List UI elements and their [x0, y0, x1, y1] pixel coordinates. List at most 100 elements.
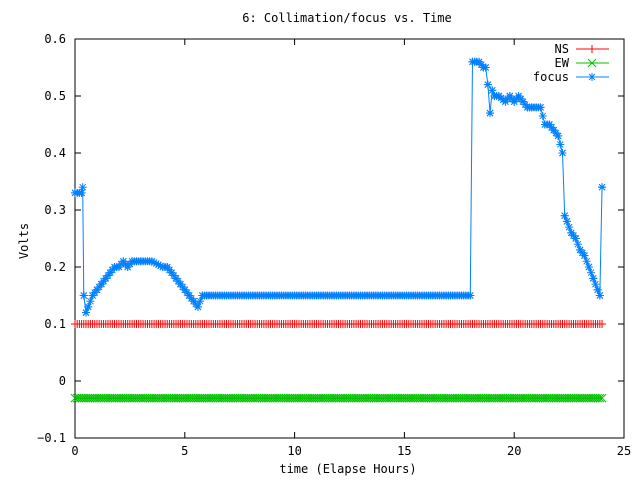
data-point-ns [598, 320, 607, 328]
data-point-ew [279, 393, 288, 403]
data-point-ew [151, 393, 161, 403]
data-point-ew [202, 393, 212, 403]
data-point-ew [441, 393, 451, 403]
data-point-ew [492, 393, 501, 403]
data-point-ew [237, 393, 247, 403]
legend-marker [588, 73, 596, 81]
data-point-ew [470, 393, 480, 403]
data-point-ew [580, 393, 589, 403]
data-point-ew [327, 393, 337, 403]
data-point-ew [261, 393, 271, 403]
data-point-focus [106, 268, 115, 277]
data-point-ew [569, 393, 578, 403]
data-point-ew [439, 393, 449, 403]
data-point-ew [233, 393, 242, 403]
data-point-ew [534, 393, 543, 403]
data-point-ew [340, 393, 350, 403]
data-point-ew [288, 393, 297, 403]
data-point-ew [501, 393, 510, 403]
data-point-focus [494, 92, 503, 100]
data-point-ew [461, 393, 471, 403]
data-point-ew [564, 393, 574, 403]
data-point-ew [224, 393, 234, 403]
legend-entry-ns: NS [555, 42, 609, 56]
data-point-ew [452, 393, 462, 403]
legend-marker [587, 58, 597, 68]
data-point-ew [86, 393, 95, 403]
data-point-ew [285, 393, 295, 403]
data-point-ew [283, 393, 293, 403]
data-point-focus [589, 274, 598, 283]
data-point-ew [402, 393, 411, 403]
data-point-ew [509, 393, 519, 403]
data-point-ew [558, 393, 567, 403]
data-point-ew [391, 393, 400, 403]
data-point-ew [230, 393, 240, 403]
data-point-focus [97, 280, 106, 289]
data-point-focus [545, 120, 554, 129]
data-point-focus [136, 257, 145, 266]
data-point-focus [79, 291, 88, 300]
data-point-ew [476, 393, 486, 403]
data-point-ew [110, 393, 119, 403]
data-point-ew [323, 393, 332, 403]
data-point-ew [404, 393, 414, 403]
data-point-ew [351, 393, 361, 403]
data-point-ew [560, 393, 570, 403]
legend-label: NS [555, 42, 569, 56]
data-point-ew [274, 393, 284, 403]
data-point-ew [364, 393, 374, 403]
data-point-focus [167, 268, 176, 277]
data-point-focus [595, 291, 604, 300]
data-point-focus [501, 97, 510, 106]
data-point-ew [536, 393, 545, 403]
data-point-focus [514, 92, 523, 100]
data-point-ew [281, 393, 291, 403]
data-point-ew [325, 393, 335, 403]
data-point-ew [127, 393, 137, 403]
data-point-ew [432, 393, 442, 403]
y-tick-label: 0.3 [44, 203, 66, 217]
plot-frame [74, 38, 625, 439]
data-point-focus [193, 302, 202, 311]
data-point-ew [329, 393, 339, 403]
data-point-ew [512, 393, 521, 403]
data-point-focus [510, 97, 519, 106]
y-axis-ticks: −0.1 0 0.1 0.2 0.3 0.4 0.5 0.6 [37, 32, 624, 445]
data-point-ew [215, 393, 225, 403]
data-point-ew [386, 393, 396, 403]
data-point-ew [540, 393, 550, 403]
data-point-ew [211, 393, 220, 403]
data-point-ew [241, 393, 251, 403]
legend-label: focus [533, 70, 569, 84]
data-point-ew [88, 393, 97, 403]
data-point-ew [588, 393, 598, 403]
data-point-ew [184, 393, 194, 403]
data-point-ew [145, 393, 155, 403]
data-point-ew [187, 393, 196, 403]
data-point-ew [182, 393, 192, 403]
data-point-ew [584, 393, 594, 403]
x-tick-label: 10 [287, 444, 301, 458]
data-point-ew [101, 393, 111, 403]
data-point-ew [454, 393, 464, 403]
data-point-ew [147, 393, 157, 403]
data-point-ew [483, 393, 493, 403]
data-point-focus [580, 251, 589, 260]
data-point-ew [468, 393, 477, 403]
data-point-focus [92, 285, 101, 294]
data-point-ew [208, 393, 218, 403]
data-point-ew [200, 393, 209, 403]
data-point-ew [134, 393, 144, 403]
data-point-ew [597, 393, 607, 403]
data-point-ew [244, 393, 253, 403]
data-point-focus [549, 126, 558, 135]
data-point-ew [149, 393, 159, 403]
data-point-ew [79, 393, 89, 403]
x-axis-ticks: 0 5 10 15 20 25 [71, 39, 631, 458]
data-point-ew [239, 393, 249, 403]
data-point-ew [516, 393, 526, 403]
